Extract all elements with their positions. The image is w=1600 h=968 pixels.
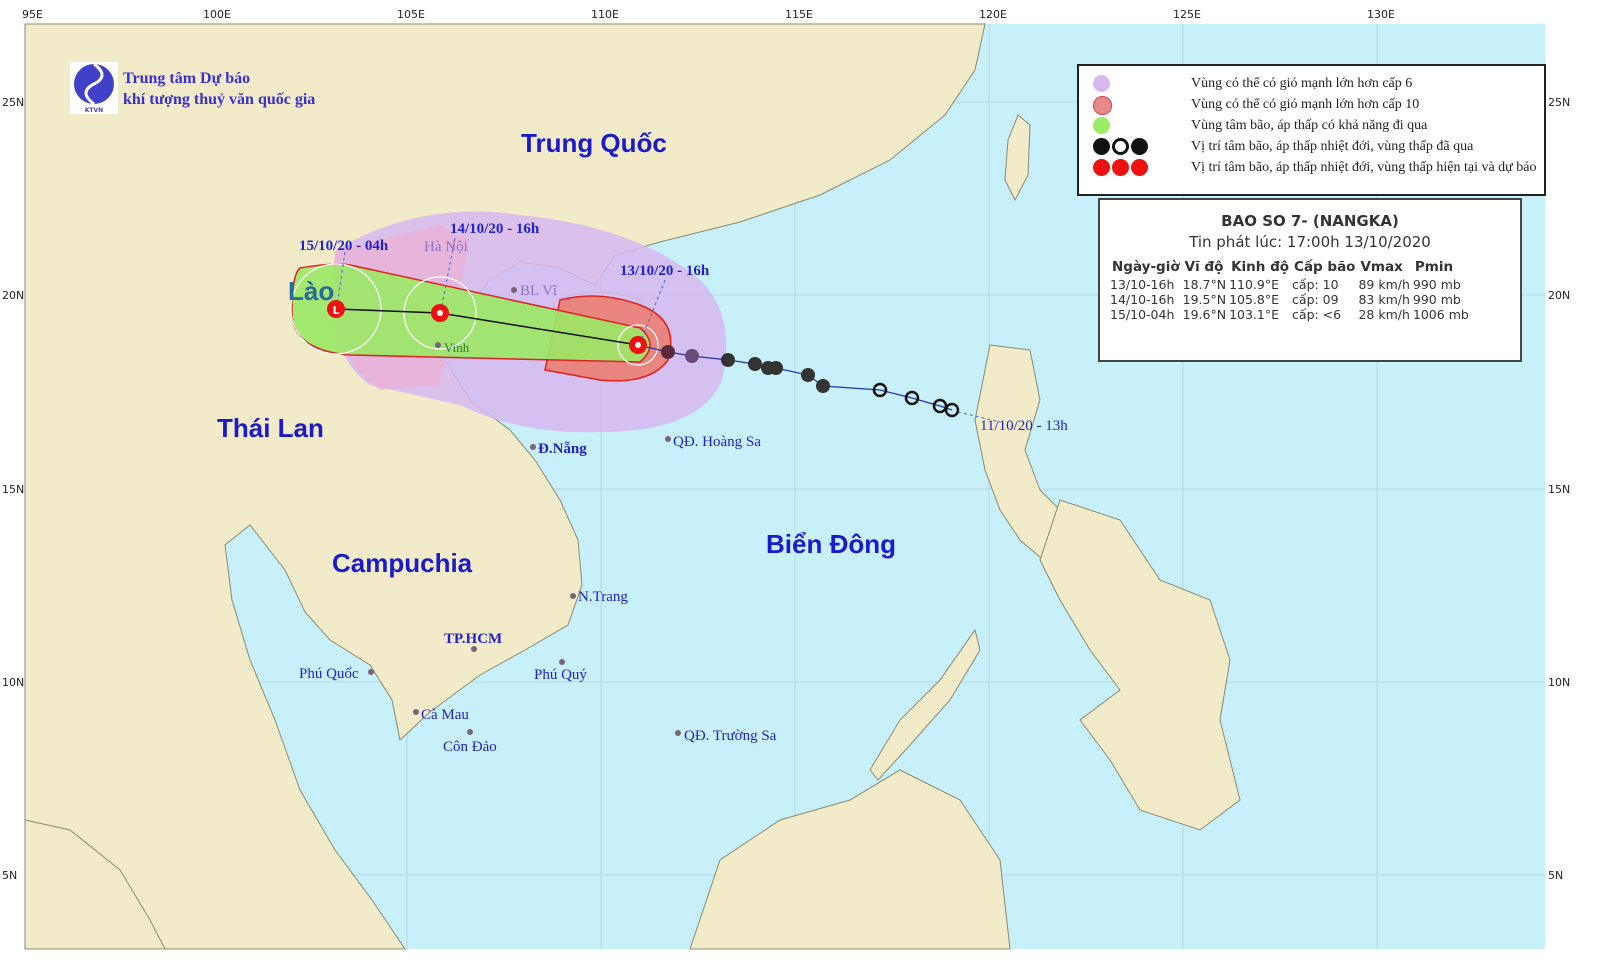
- svg-text:15N: 15N: [1548, 483, 1570, 496]
- palawan-island: [869, 628, 981, 781]
- map-legend: Vùng có thể có gió mạnh lớn hơn cấp 6 Vù…: [1077, 64, 1546, 196]
- place-tp-hcm: TP.HCM: [444, 631, 502, 647]
- place-con-dao: Côn Đảo: [443, 739, 497, 755]
- legend-wind-6: Vùng có thể có gió mạnh lớn hơn cấp 6: [1191, 76, 1413, 91]
- label-cambodia: Campuchia: [332, 548, 473, 578]
- place-phu-quy: Phú Quý: [534, 667, 587, 683]
- place-nha-trang: N.Trang: [578, 589, 628, 605]
- svg-text:25N: 25N: [1548, 96, 1570, 109]
- legend-wind-10: Vùng có thể có gió mạnh lớn hơn cấp 10: [1191, 97, 1420, 112]
- label-thailand: Thái Lan: [217, 413, 324, 443]
- label-china: Trung Quốc: [521, 128, 667, 158]
- svg-text:100E: 100E: [203, 8, 231, 21]
- svg-text:110E: 110E: [591, 8, 619, 21]
- table-row: 14/10-16h 19.5°N 105.8°E cấp: 09 83 km/h 990 …: [1110, 292, 1461, 307]
- svg-text:10N: 10N: [2, 676, 24, 689]
- place-ba-vi: BL Vĩ: [520, 283, 558, 299]
- forecast-low-icon: [327, 300, 345, 318]
- label-bien-dong: Biển Đông: [766, 529, 896, 559]
- svg-text:15N: 15N: [2, 483, 24, 496]
- philippines-south: [1039, 499, 1241, 831]
- past-storm-icons: [661, 345, 830, 393]
- svg-text:L: L: [332, 304, 339, 317]
- svg-text:5N: 5N: [1548, 869, 1563, 882]
- axis-labels: 95E 100E 105E 110E 115E 120E 125E 130E 2…: [2, 8, 1570, 882]
- svg-text:130E: 130E: [1367, 8, 1395, 21]
- place-truong-sa: QĐ. Trường Sa: [684, 728, 777, 744]
- ktvn-logo: KTVN: [70, 62, 118, 114]
- track-label-14-10: 14/10/20 - 16h: [450, 221, 540, 237]
- svg-text:120E: 120E: [979, 8, 1007, 21]
- place-hoang-sa: QĐ. Hoàng Sa: [673, 434, 761, 450]
- legend-past-positions: Vị trí tâm bão, áp thấp nhiệt đới, vùng …: [1191, 139, 1474, 154]
- svg-text:125E: 125E: [1173, 8, 1201, 21]
- past-depression-icons: [872, 382, 960, 418]
- track-label-15-10: 15/10/20 - 04h: [299, 238, 389, 254]
- svg-text:20N: 20N: [1548, 289, 1570, 302]
- svg-text:25N: 25N: [2, 96, 24, 109]
- place-da-nang: Đ.Nẵng: [538, 441, 587, 457]
- place-ca-mau: Cà Mau: [421, 707, 469, 723]
- table-row: 13/10-16h 18.7°N 110.9°E cấp: 10 89 km/h 990 …: [1110, 277, 1461, 292]
- legend-current-forecast: Vị trí tâm bão, áp thấp nhiệt đới, vùng …: [1191, 160, 1537, 175]
- label-laos: Lào: [288, 276, 334, 306]
- past-position-icons: [1091, 138, 1155, 158]
- place-ha-noi: Hà Nội: [424, 239, 468, 255]
- forecast-table: Ngày-giờ Vĩ độ Kinh độ Cấp bão Vmax Pmin 13/1…: [1110, 257, 1472, 322]
- legend-center-path: Vùng tâm bão, áp thấp có khả năng đi qua: [1191, 118, 1428, 133]
- agency-name-line2: khí tượng thuỷ văn quốc gia: [123, 91, 316, 108]
- storm-title: BAO SO 7- (NANGKA): [1221, 212, 1399, 230]
- table-row: 15/10-04h 19.6°N 103.1°E cấp: <6 28 km/h 1006…: [1110, 307, 1469, 322]
- svg-text:KTVN: KTVN: [85, 107, 103, 114]
- svg-text:20N: 20N: [2, 289, 24, 302]
- place-vinh: Vinh: [444, 340, 470, 355]
- issue-time: Tin phát lúc: 17:00h 13/10/2020: [1189, 233, 1431, 251]
- agency-name-line1: Trung tâm Dự báo: [123, 70, 251, 87]
- svg-text:5N: 5N: [2, 869, 17, 882]
- taiwan-island: [1004, 114, 1031, 202]
- storm-info-box: BAO SO 7- (NANGKA) Tin phát lúc: 17:00h …: [1098, 198, 1522, 362]
- current-position-icons: [1091, 159, 1155, 179]
- place-phu-quoc: Phú Quốc: [299, 666, 359, 682]
- track-label-11-10: 11/10/20 - 13h: [980, 418, 1068, 434]
- borneo-island: [689, 769, 1011, 950]
- svg-text:115E: 115E: [785, 8, 813, 21]
- svg-text:10N: 10N: [1548, 676, 1570, 689]
- svg-text:95E: 95E: [22, 8, 43, 21]
- track-label-13-10: 13/10/20 - 16h: [620, 263, 710, 279]
- svg-text:105E: 105E: [397, 8, 425, 21]
